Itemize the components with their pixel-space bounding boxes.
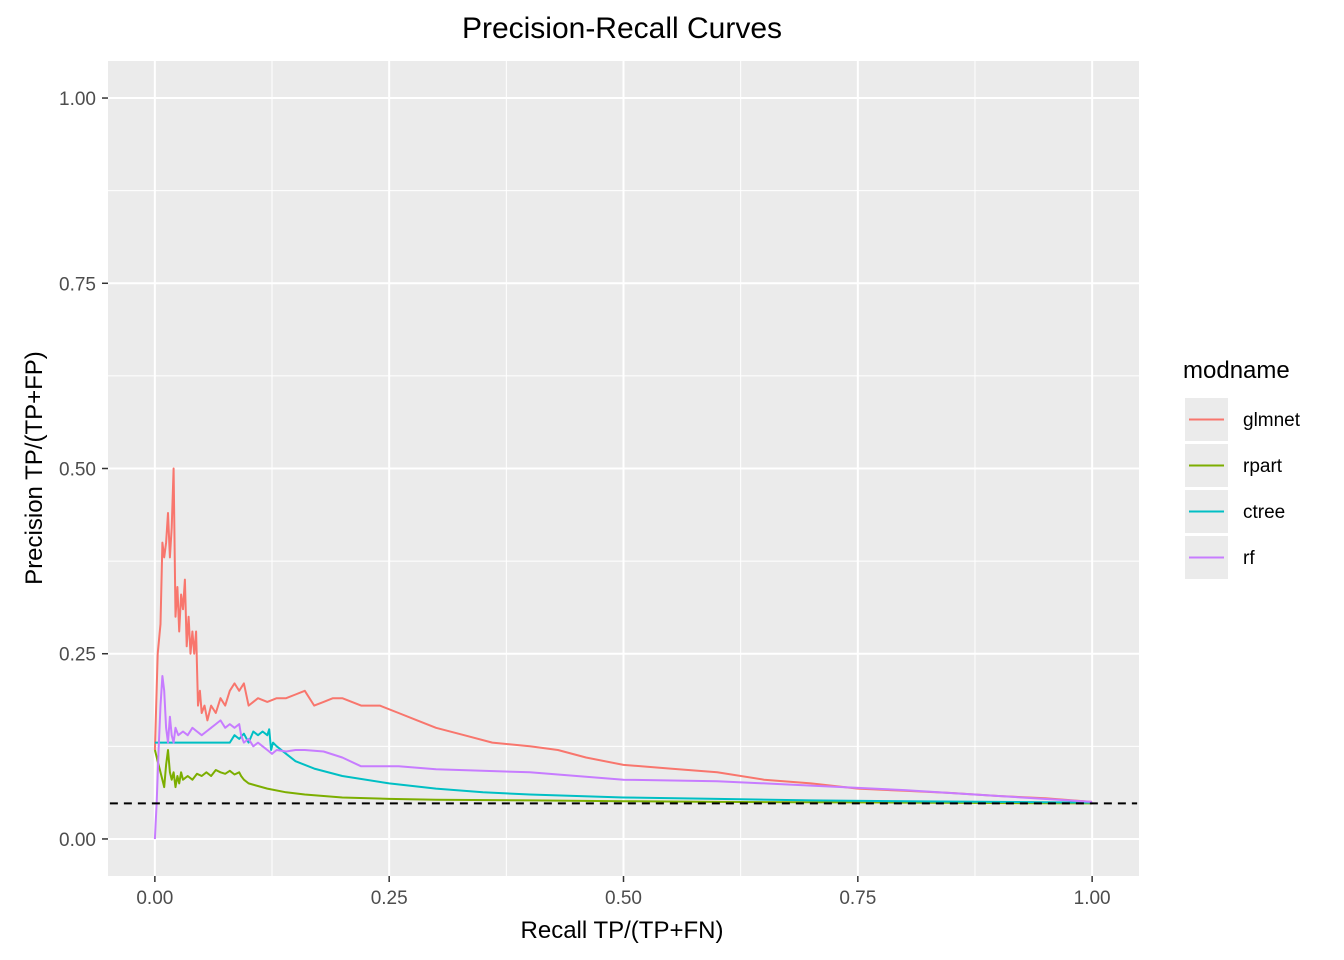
legend-label: glmnet bbox=[1243, 410, 1301, 431]
x-tick-label: 0.25 bbox=[371, 888, 408, 909]
x-axis-title: Recall TP/(TP+FN) bbox=[521, 917, 724, 944]
y-tick-label: 0.00 bbox=[59, 830, 96, 851]
series-line-rpart bbox=[153, 749, 1093, 805]
major-gridlines bbox=[108, 61, 1139, 876]
x-axis-ticks: 0.00 0.25 0.50 0.75 1.00 bbox=[136, 876, 1111, 909]
y-tick-label: 0.50 bbox=[59, 460, 96, 481]
series-line-rf bbox=[153, 675, 1093, 840]
legend-label: rf bbox=[1243, 548, 1255, 569]
chart-title: Precision-Recall Curves bbox=[462, 12, 782, 45]
x-tick-label: 0.50 bbox=[605, 888, 642, 909]
y-axis-ticks: 0.00 0.25 0.50 0.75 1.00 bbox=[59, 89, 108, 851]
legend: modname glmnet rpart ctree rf bbox=[1183, 357, 1301, 579]
x-tick-label: 1.00 bbox=[1074, 888, 1111, 909]
x-tick-label: 0.00 bbox=[136, 888, 173, 909]
y-axis-title: Precision TP/(TP+FP) bbox=[21, 351, 48, 585]
series-line-ctree bbox=[154, 728, 1093, 804]
legend-label: rpart bbox=[1243, 456, 1283, 477]
x-tick-label: 0.75 bbox=[839, 888, 876, 909]
legend-label: ctree bbox=[1243, 502, 1285, 523]
legend-title: modname bbox=[1183, 357, 1290, 384]
series-lines bbox=[153, 467, 1093, 840]
y-tick-label: 0.25 bbox=[59, 645, 96, 666]
y-tick-label: 1.00 bbox=[59, 89, 96, 110]
y-tick-label: 0.75 bbox=[59, 274, 96, 295]
series-line-glmnet bbox=[153, 467, 1093, 803]
